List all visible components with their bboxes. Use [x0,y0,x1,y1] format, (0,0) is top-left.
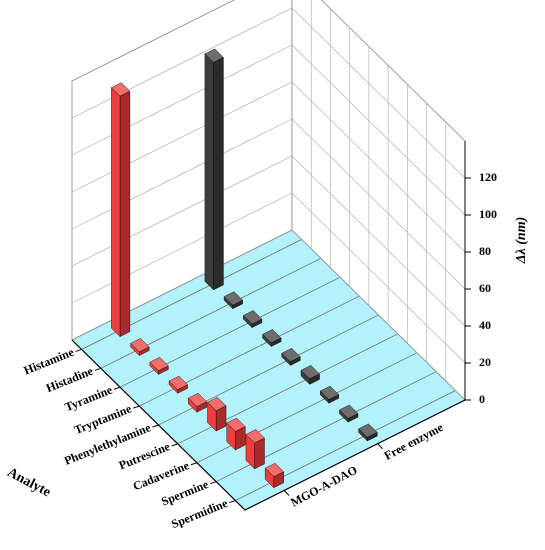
grid-line [71,192,466,364]
bar-top [226,417,246,432]
bar [204,48,224,291]
bar-top [358,423,378,438]
bar-top [300,365,320,380]
x-tick [75,348,82,352]
bar-top [204,48,224,63]
x-tick [133,405,140,409]
bar [207,397,227,432]
bar [226,417,246,451]
bar-top [319,385,340,400]
grid-line [71,44,466,216]
bar [245,429,265,470]
bar-side [254,437,265,470]
bar-side [213,57,224,291]
z-tick-label: 100 [479,207,497,221]
grid-line [71,7,466,179]
x-tick [94,367,101,371]
bar-top [264,462,285,477]
z-tick-label: 60 [479,281,491,295]
z-tick-label: 0 [479,392,485,406]
y-tick [377,443,383,450]
bar-top [262,329,282,344]
bar [187,392,208,413]
x-tick [190,462,198,466]
bar [264,462,285,489]
bar-front [204,53,214,291]
x-tick [113,386,121,390]
grid-line [71,155,466,327]
z-tick-label: 80 [479,244,491,258]
bar-top [245,429,265,444]
x-tick [171,443,178,447]
bar-top [281,348,301,362]
bar-top [242,310,263,325]
bar [149,357,169,375]
y-tick [283,490,290,496]
bar-top [130,338,150,353]
x-tick [229,500,236,504]
x-tick [210,481,217,485]
z-tick-label: 20 [479,355,491,369]
bar [281,348,301,366]
bar-top [111,82,131,97]
bar [300,365,320,385]
bar [111,82,131,338]
bar [168,375,188,394]
bar [319,385,340,404]
bar [339,404,359,423]
grid-line [71,81,466,253]
bar [358,423,378,442]
bar-top [149,357,169,371]
z-axis-title: Δλ (nm) [514,217,529,265]
bar [223,291,243,310]
bar-front [111,87,121,338]
z-tick-label: 40 [479,318,491,332]
bar-top [223,291,243,306]
bar-top [187,392,208,407]
bar [130,338,150,357]
grid-line [71,229,466,401]
bar-top [168,375,188,390]
z-tick-label: 120 [479,170,497,184]
bar [262,329,282,348]
x-axis-title: Analyte [5,465,53,500]
bar [242,310,263,329]
bar-side [119,90,131,337]
x-tick [152,424,159,428]
grid-line [71,118,466,290]
axis-line [71,339,466,511]
bar-top [339,404,359,419]
bar-top [207,397,227,411]
